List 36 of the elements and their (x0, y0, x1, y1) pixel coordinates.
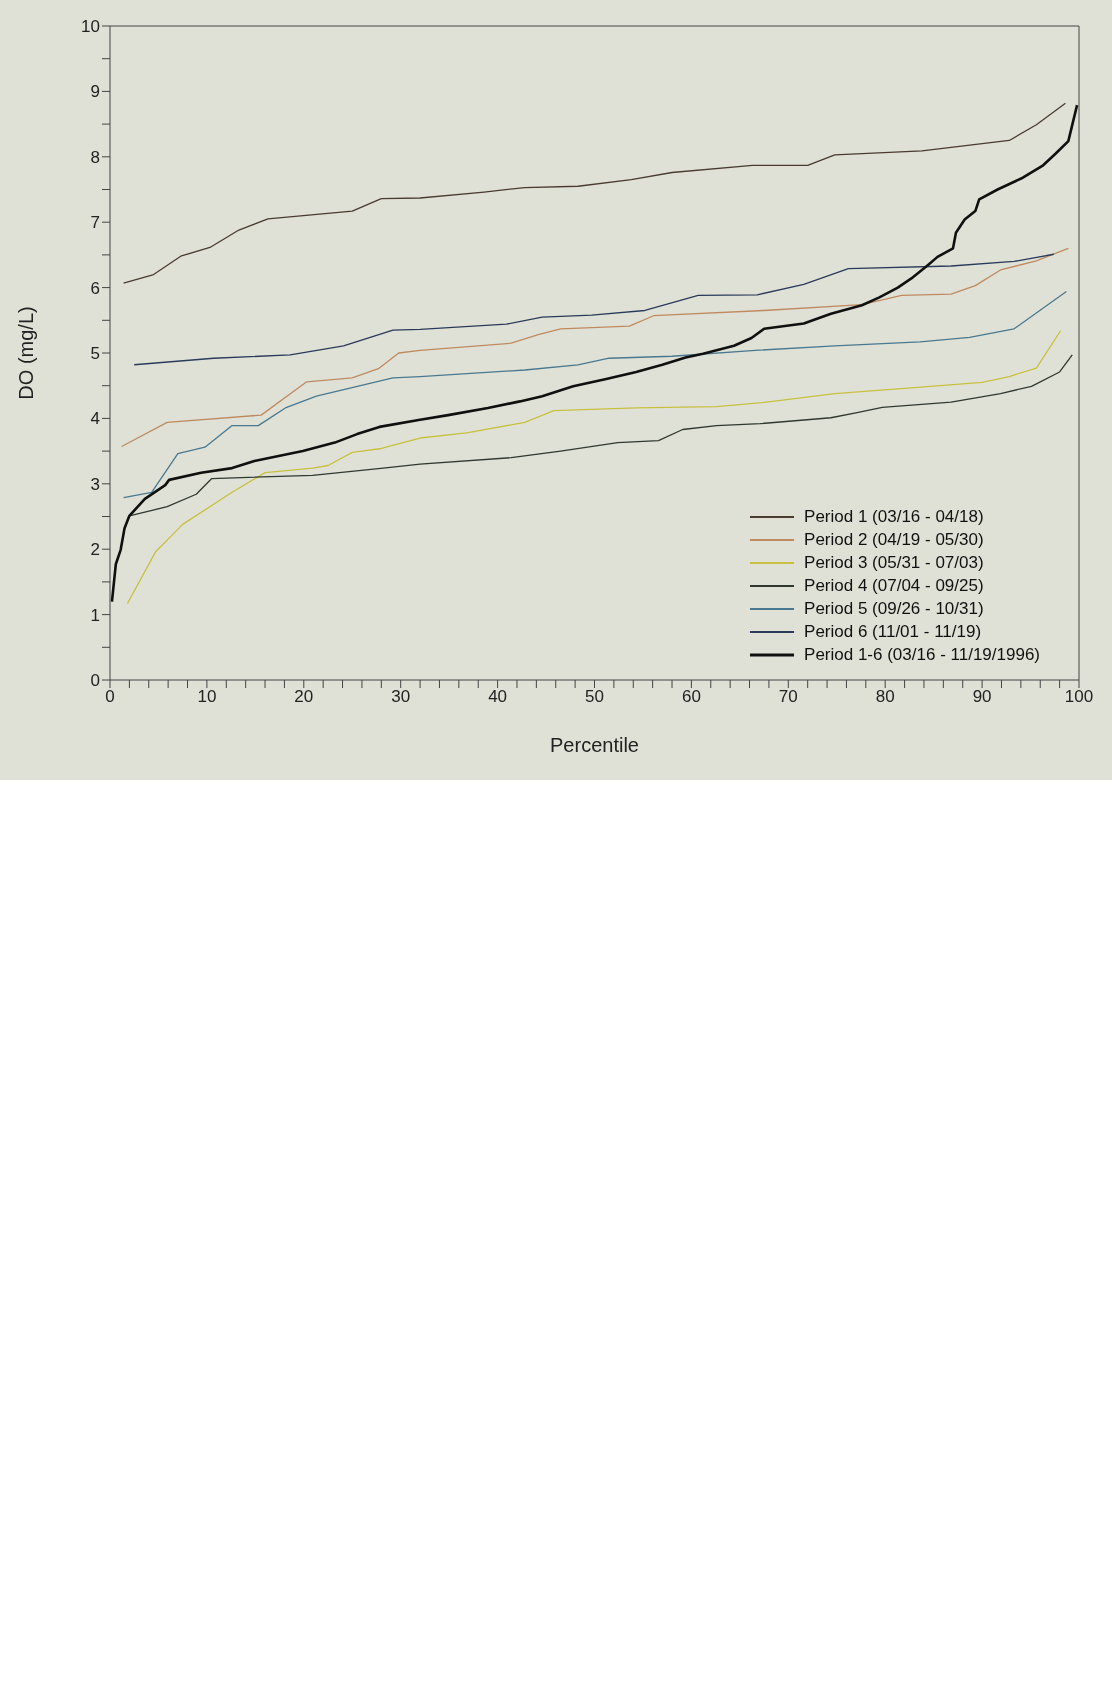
x-tick-label: 50 (585, 687, 604, 707)
y-axis-title: DO (mg/L) (15, 306, 38, 400)
x-tick-label: 40 (488, 687, 508, 707)
legend-label: Period 4 (07/04 - 09/25) (804, 575, 984, 597)
legend-label: Period 2 (04/19 - 05/30) (804, 529, 984, 551)
legend-label: Period 1 (03/16 - 04/18) (804, 506, 984, 528)
legend-label: Period 1-6 (03/16 - 11/19/1996) (804, 644, 1040, 666)
y-tick-label: 3 (90, 474, 100, 494)
x-tick-label: 30 (391, 687, 411, 707)
y-tick-label: 6 (90, 278, 100, 298)
x-tick-label: 70 (778, 687, 798, 707)
x-tick-label: 100 (1064, 687, 1094, 707)
x-tick-label: 10 (197, 687, 217, 707)
line-series (110, 103, 1079, 603)
x-tick-label: 90 (972, 687, 992, 707)
y-tick-label: 5 (90, 344, 100, 364)
legend-label: Period 6 (11/01 - 11/19) (804, 621, 982, 643)
line-series (122, 290, 1068, 499)
x-tick-label: 0 (105, 687, 115, 707)
x-tick-label: 20 (294, 687, 314, 707)
y-tick-label: 10 (81, 17, 100, 37)
y-tick-label: 2 (90, 540, 100, 560)
x-tick-label: 60 (681, 687, 701, 707)
y-tick-label: 9 (90, 82, 100, 102)
line-series (133, 253, 1055, 366)
y-tick-label: 0 (90, 671, 100, 691)
x-tick-label: 80 (875, 687, 895, 707)
line-series (122, 102, 1067, 284)
y-tick-label: 1 (90, 605, 100, 625)
x-axis-title: Percentile (550, 734, 639, 756)
y-tick-label: 4 (90, 409, 100, 429)
legend-label: Period 5 (09/26 - 10/31) (804, 598, 984, 620)
line-series (120, 247, 1069, 448)
y-tick-label: 7 (90, 213, 100, 233)
y-tick-label: 8 (90, 147, 100, 167)
legend-label: Period 3 (05/31 - 07/03) (804, 552, 984, 574)
